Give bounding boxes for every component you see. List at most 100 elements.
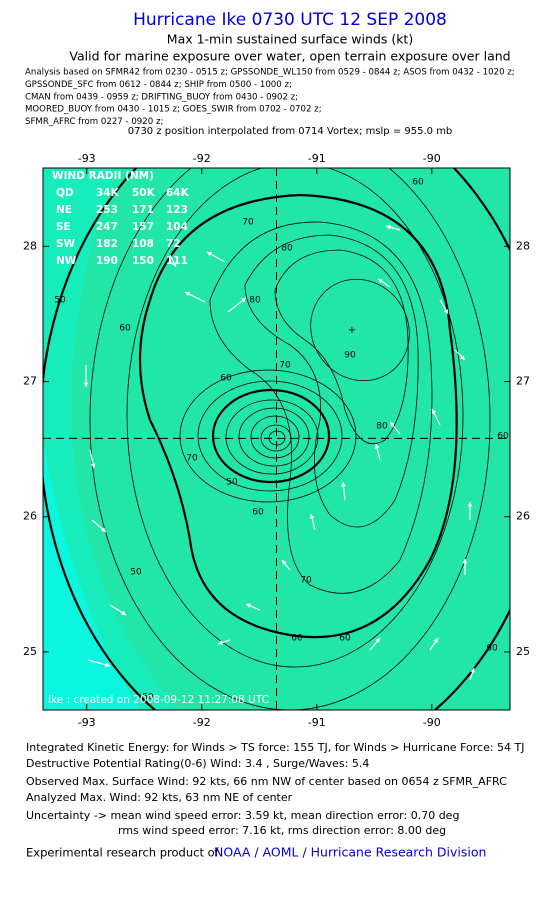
axes: -93 -93 -92 -92 -91 -91 -90 -90 25 25 26 26 27 27 28 28 — [23, 152, 530, 729]
contour-label: 50 — [130, 568, 142, 578]
wind-arrow-head — [171, 262, 177, 267]
contour-label: 70 — [242, 218, 254, 228]
radii-cell: 171 — [132, 204, 154, 216]
contour-label: 70 — [279, 361, 291, 371]
analysis-line: MOORED_BUOY from 0430 - 1015 z; GOES_SWI… — [25, 105, 322, 115]
contour-labels: 60 70 80 90 70 80 60 50 60 50 60 70 60 60 50 60 50 80 70 60 — [54, 178, 509, 703]
svg-text:+: + — [348, 325, 356, 336]
radii-header: 64K — [166, 187, 190, 199]
title: Hurricane Ike 0730 UTC 12 SEP 2008 — [133, 10, 447, 30]
x-tick-label: -90 — [423, 152, 441, 165]
footer-line: Analyzed Max. Wind: 92 kts, 63 nm NE of … — [26, 791, 293, 804]
contour-label: 70 — [186, 454, 198, 464]
valid-note: Valid for marine exposure over water, op… — [69, 49, 510, 64]
contour-label: 60 — [486, 644, 498, 654]
x-tick-label: -91 — [308, 152, 326, 165]
contour-label: 50 — [54, 296, 66, 306]
wind-vectors — [83, 224, 475, 681]
wind-arrow-head — [246, 603, 251, 608]
analysis-sources: Analysis based on SFMR42 from 0230 - 051… — [25, 68, 515, 128]
wind-arrow-head — [207, 252, 212, 257]
radii-title: WIND RADII (NM) — [52, 170, 154, 182]
contour-label: 60 — [291, 634, 303, 644]
wind-arrow-head — [390, 422, 395, 427]
x-tick-label: -92 — [193, 716, 211, 729]
contour-label: 50 — [226, 478, 238, 488]
contour-label: 60 — [497, 432, 509, 442]
contour-label: 70 — [300, 576, 312, 586]
radii-cell: 111 — [166, 255, 188, 267]
y-tick-label: 26 — [516, 510, 530, 523]
analysis-line: CMAN from 0439 - 0959 z; DRIFTING_BUOY f… — [25, 92, 298, 102]
wind-arrow-head — [101, 527, 106, 532]
contour-label: 60 — [252, 508, 264, 518]
radii-cell: 72 — [166, 238, 181, 250]
analysis-line: Analysis based on SFMR42 from 0230 - 051… — [25, 68, 515, 78]
wind-radii: WIND RADII (NM) QD 34K 50K 64K NE 253 171 123 SE 2… — [52, 170, 190, 267]
product-note: Experimental research product of — [26, 846, 220, 860]
position-note: 0730 z position interpolated from 0714 V… — [128, 126, 453, 137]
x-tick-label: -93 — [78, 152, 96, 165]
wind-arrow-head — [433, 638, 438, 643]
radii-cell: 247 — [96, 221, 118, 233]
x-tick-label: -92 — [193, 152, 211, 165]
wind-arrow-head — [241, 298, 246, 303]
radii-header: QD — [56, 187, 74, 199]
y-tick-label: 27 — [516, 375, 530, 388]
wind-arrow-head — [83, 382, 89, 387]
wind-arrow-head — [90, 463, 96, 468]
y-tick-label: 28 — [516, 239, 530, 252]
wind-arrow-head — [282, 560, 287, 565]
footer-line: Destructive Potential Rating(0-6) Wind: … — [26, 757, 369, 770]
wind-arrow-head — [185, 291, 190, 297]
radii-cell: 123 — [166, 204, 188, 216]
contour-label: 90 — [344, 351, 356, 361]
contour-label: 60 — [339, 634, 351, 644]
y-tick-label: 27 — [23, 375, 37, 388]
contour-label: 80 — [281, 244, 293, 254]
wind-arrow-head — [386, 224, 391, 230]
x-tick-label: -90 — [423, 716, 441, 729]
link[interactable]: NOAA / AOML / Hurricane Research Divisio… — [214, 845, 486, 860]
wind-arrow-head — [467, 502, 473, 507]
radii-header: 50K — [132, 187, 156, 199]
contour-label: 50 — [142, 693, 154, 703]
wind-arrow-head — [375, 638, 380, 643]
radii-cell: NW — [56, 255, 77, 267]
y-tick-label: 25 — [23, 645, 37, 658]
x-tick-label: -93 — [78, 716, 96, 729]
footer: Integrated Kinetic Energy: for Winds > T… — [26, 741, 525, 837]
wind-arrow-head — [443, 309, 448, 314]
radii-cell: SE — [56, 221, 71, 233]
wind-arrow-head — [374, 444, 380, 449]
footer-line: Uncertainty -> mean wind speed error: 3.… — [26, 809, 459, 822]
wind-arrow-head — [378, 279, 383, 284]
footer-line: Integrated Kinetic Energy: for Winds > T… — [26, 741, 525, 754]
radii-cell: 182 — [96, 238, 118, 250]
analysis-line: GPSSONDE_SFC from 0612 - 0844 z; SHIP fr… — [25, 80, 292, 90]
wind-arrow-head — [121, 610, 126, 615]
analysis-line: SFMR_AFRC from 0227 - 0920 z; — [25, 117, 163, 127]
radii-cell: 104 — [166, 221, 188, 233]
radii-cell: SW — [56, 238, 76, 250]
radii-cell: 190 — [96, 255, 118, 267]
radii-header: 34K — [96, 187, 120, 199]
radii-cell: 253 — [96, 204, 118, 216]
radii-cell: 150 — [132, 255, 154, 267]
wind-arrow-head — [462, 559, 468, 564]
y-tick-label: 25 — [516, 645, 530, 658]
contour-label: 60 — [119, 324, 131, 334]
wind-arrow-head — [341, 482, 346, 487]
x-tick-label: -91 — [308, 716, 326, 729]
radii-cell: NE — [56, 204, 72, 216]
footer-line: rms wind speed error: 7.16 kt, rms direc… — [118, 824, 446, 837]
wind-arrow-head — [105, 662, 110, 668]
wind-arrow-head — [431, 409, 437, 414]
contour-label: 60 — [412, 178, 424, 188]
contour-label: 60 — [220, 374, 232, 384]
y-tick-label: 26 — [23, 510, 37, 523]
wind-field: + — [43, 168, 510, 710]
wind-arrow-head — [218, 640, 223, 645]
credit: Ike : created on 2008-09-12 11:27:08 UTC — [48, 694, 269, 706]
